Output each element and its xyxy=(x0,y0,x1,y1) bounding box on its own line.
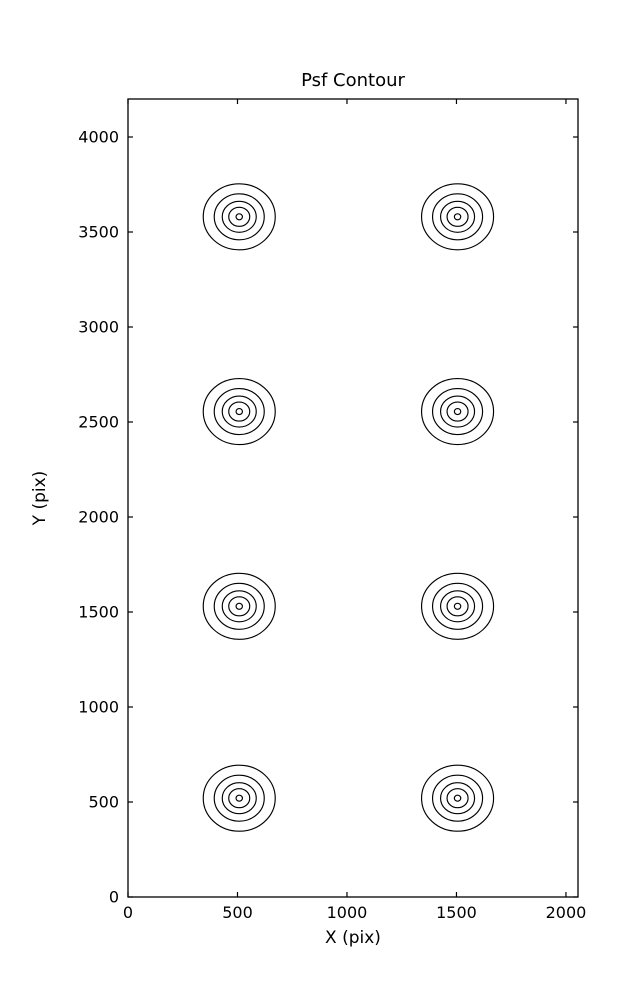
contour-ring-level-1 xyxy=(202,183,276,251)
y-tick-label: 1000 xyxy=(78,698,119,717)
contour-ring-level-4 xyxy=(228,206,251,227)
contour-ring-level-2 xyxy=(431,193,484,241)
psf-col2-row1 xyxy=(420,183,495,251)
contour-ring-level-4 xyxy=(446,206,469,227)
contour-ring-level-1 xyxy=(420,183,495,251)
contour-ring-level-3 xyxy=(221,590,257,623)
y-tick-label: 500 xyxy=(88,793,119,812)
contour-ring-level-4 xyxy=(228,596,251,617)
contour-ring-level-4 xyxy=(446,401,469,422)
axes-plot-area[interactable] xyxy=(128,99,578,897)
contour-ring-level-4 xyxy=(446,596,469,617)
y-tick-label: 4000 xyxy=(78,128,119,147)
y-tick-label: 2500 xyxy=(78,413,119,432)
y-tick-label: 0 xyxy=(109,888,119,907)
x-axis-label: X (pix) xyxy=(325,928,381,948)
y-tick-label: 2000 xyxy=(78,508,119,527)
psf-col1-row2 xyxy=(202,377,276,446)
contour-ring-level-4 xyxy=(228,401,251,422)
psf-col2-row3 xyxy=(420,572,495,640)
contour-ring-level-3 xyxy=(221,200,257,233)
x-tick-label: 2000 xyxy=(546,903,587,922)
contour-series-group xyxy=(202,183,495,832)
contour-ring-level-5 xyxy=(453,794,462,802)
psf-col1-row1 xyxy=(202,183,276,251)
contour-ring-level-1 xyxy=(420,764,495,832)
axis-ticklabels-group: 0 500 1000 1500 2000 0 500 1000 1500 2000 2500 3000… xyxy=(78,128,586,923)
contour-ring-level-3 xyxy=(439,395,476,428)
axes-frame-spines xyxy=(127,98,579,898)
contour-ring-level-5 xyxy=(235,602,244,610)
chart-title: Psf Contour xyxy=(301,70,405,91)
contour-ring-level-1 xyxy=(420,572,495,640)
y-axis-label: Y (pix) xyxy=(30,471,50,527)
y-tick-label: 1500 xyxy=(78,603,119,622)
contour-ring-level-1 xyxy=(202,572,276,640)
psf-col2-row4 xyxy=(420,764,495,832)
contour-ring-level-2 xyxy=(213,774,265,822)
contour-ring-level-2 xyxy=(213,387,265,436)
y-tick-label: 3000 xyxy=(78,318,119,337)
psf-col1-row4 xyxy=(202,764,276,832)
x-tick-label: 1500 xyxy=(436,903,477,922)
contour-ring-level-3 xyxy=(221,782,257,815)
contour-ring-level-4 xyxy=(228,788,251,809)
contour-ring-level-5 xyxy=(453,213,462,221)
contour-ring-level-5 xyxy=(235,213,244,221)
x-tick-label: 500 xyxy=(222,903,253,922)
contour-ring-level-3 xyxy=(221,395,257,428)
contour-ring-level-4 xyxy=(446,788,469,809)
contour-ring-level-3 xyxy=(439,590,476,623)
psf-col2-row2 xyxy=(420,377,495,446)
contour-ring-level-2 xyxy=(213,193,265,241)
contour-ring-level-5 xyxy=(453,602,462,610)
contour-ring-level-3 xyxy=(439,782,476,815)
contour-ring-level-1 xyxy=(202,764,276,832)
contour-ring-level-5 xyxy=(235,407,244,416)
contour-ring-level-1 xyxy=(420,377,495,446)
psf-col1-row3 xyxy=(202,572,276,640)
contour-ring-level-2 xyxy=(431,582,484,630)
contour-ring-level-2 xyxy=(431,387,484,436)
y-tick-label: 3500 xyxy=(78,223,119,242)
contour-ring-level-2 xyxy=(213,582,265,630)
contour-ring-level-2 xyxy=(431,774,484,822)
x-tick-label: 0 xyxy=(123,903,133,922)
contour-ring-level-5 xyxy=(235,794,244,802)
contour-ring-level-5 xyxy=(453,407,462,416)
contour-ring-level-1 xyxy=(202,377,276,446)
x-tick-label: 1000 xyxy=(327,903,368,922)
contour-ring-level-3 xyxy=(439,200,476,233)
